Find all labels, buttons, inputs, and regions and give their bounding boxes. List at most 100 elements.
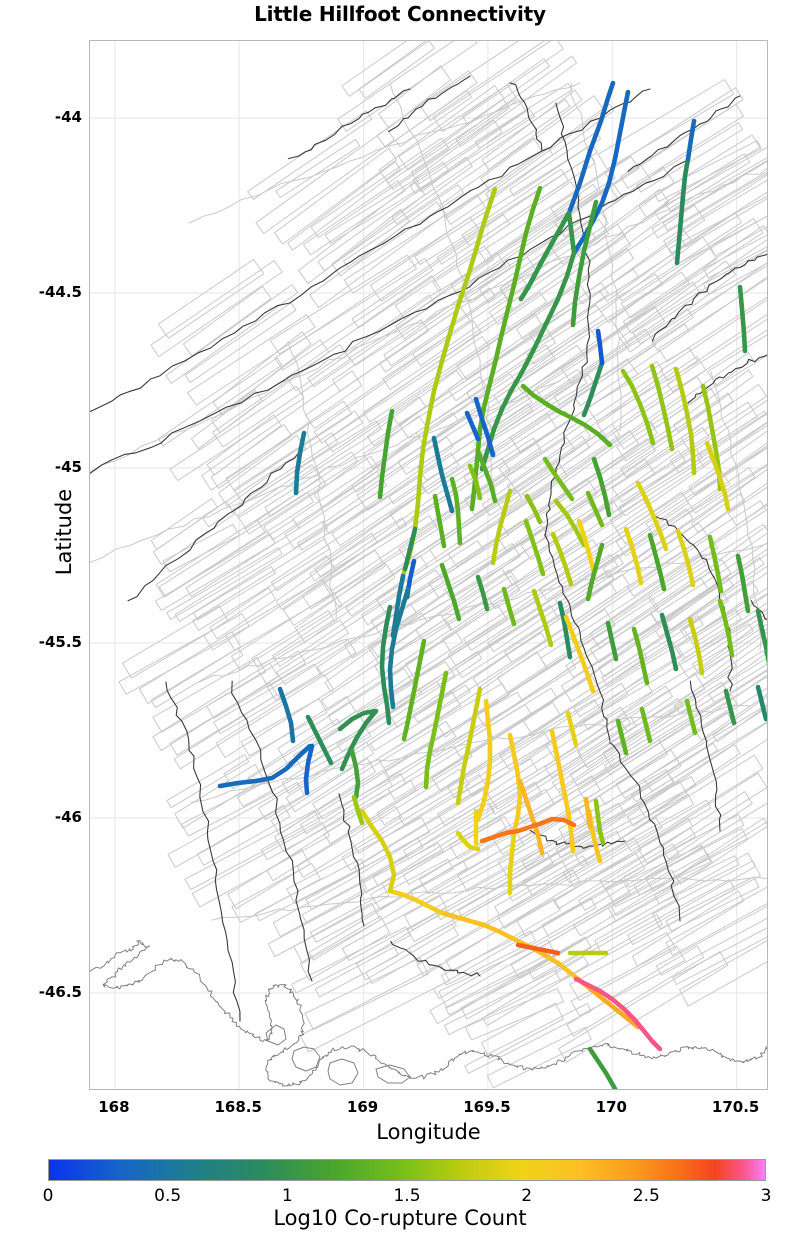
fault-polygon bbox=[614, 422, 767, 545]
fault-polygon bbox=[275, 532, 378, 611]
fault-polygon bbox=[321, 436, 454, 534]
fault-polygon bbox=[312, 720, 457, 820]
fault-polygon bbox=[237, 464, 322, 529]
fault-polygon bbox=[157, 259, 265, 339]
fault-polygon bbox=[118, 613, 250, 695]
fault-segment bbox=[591, 456, 612, 518]
fault-polygon bbox=[488, 716, 637, 815]
fault-segment bbox=[523, 518, 546, 577]
fault-polygon bbox=[565, 576, 709, 678]
fault-polygon bbox=[621, 754, 764, 852]
map-plot-area[interactable] bbox=[89, 40, 768, 1090]
fault-polygon bbox=[475, 595, 659, 727]
fault-polygon bbox=[487, 706, 631, 810]
fault-polygon bbox=[240, 698, 328, 757]
fault-segment bbox=[563, 614, 596, 694]
fault-polygon bbox=[196, 804, 291, 866]
fault-polygon bbox=[626, 500, 767, 597]
fault-polygon bbox=[527, 889, 679, 980]
fault-polygon bbox=[372, 802, 495, 886]
fault-polygon bbox=[463, 533, 635, 651]
fault-polygon bbox=[665, 886, 767, 956]
fault-polygon bbox=[415, 344, 556, 447]
fault-trace bbox=[544, 534, 611, 742]
fault-polygon bbox=[637, 722, 767, 819]
fault-segment bbox=[735, 553, 751, 614]
fault-polygon bbox=[660, 791, 753, 860]
fault-polygon bbox=[504, 573, 630, 663]
fault-polygon bbox=[575, 793, 695, 867]
fault-segment bbox=[570, 199, 599, 328]
y-tick-label: -46.5 bbox=[38, 983, 82, 1001]
fault-segment bbox=[303, 743, 315, 796]
fault-segment bbox=[620, 368, 656, 446]
fault-polygon bbox=[344, 543, 521, 659]
fault-polygon bbox=[632, 249, 767, 344]
fault-trace bbox=[90, 158, 691, 474]
fault-segment bbox=[704, 440, 731, 512]
fault-polygon bbox=[663, 174, 767, 254]
fault-polygon bbox=[309, 517, 408, 582]
fault-polygon bbox=[474, 82, 573, 149]
fault-segment bbox=[687, 616, 705, 676]
fault-polygon bbox=[206, 650, 306, 719]
fault-polygon bbox=[566, 945, 705, 1037]
fault-polygon bbox=[152, 662, 279, 752]
fault-polygon bbox=[296, 805, 403, 878]
fault-polygon bbox=[209, 587, 277, 640]
fault-polygon bbox=[589, 554, 713, 649]
fault-segment bbox=[755, 608, 767, 665]
fault-polygon bbox=[669, 395, 767, 474]
fault-segment bbox=[583, 796, 593, 830]
fault-polygon bbox=[521, 773, 675, 871]
fault-segment bbox=[475, 574, 490, 612]
fault-segment bbox=[464, 410, 481, 442]
fault-polygon bbox=[679, 940, 767, 1007]
fault-polygon bbox=[286, 817, 431, 905]
fault-polygon bbox=[466, 304, 604, 404]
fault-segment bbox=[277, 686, 296, 744]
fault-polygon bbox=[341, 41, 430, 97]
fault-segment bbox=[455, 686, 483, 806]
fault-polygon bbox=[293, 902, 381, 964]
fault-polygon bbox=[638, 134, 761, 219]
fault-trace bbox=[750, 600, 767, 621]
fault-segment bbox=[549, 728, 576, 854]
fault-segment bbox=[595, 328, 605, 366]
fault-segment bbox=[707, 534, 724, 594]
fault-segment bbox=[455, 830, 481, 852]
colorbar[interactable] bbox=[48, 1159, 766, 1181]
fault-polygon bbox=[323, 746, 473, 845]
coast-islet bbox=[265, 1024, 287, 1046]
fault-polygon bbox=[654, 146, 767, 220]
colorbar-title: Log10 Co-rupture Count bbox=[273, 1206, 527, 1230]
fault-segment bbox=[293, 430, 307, 496]
fault-polygon bbox=[577, 673, 706, 769]
fault-polygon bbox=[631, 890, 745, 967]
fault-segment bbox=[402, 526, 418, 572]
fault-segment bbox=[432, 493, 447, 549]
fault-polygon bbox=[631, 742, 719, 803]
fault-polygon bbox=[652, 860, 761, 930]
fault-polygon bbox=[206, 414, 282, 476]
fault-polygon bbox=[231, 862, 321, 923]
fault-segment bbox=[615, 718, 629, 756]
fault-polygon bbox=[612, 376, 708, 450]
fault-polygon bbox=[403, 819, 507, 885]
x-axis-label: Longitude bbox=[376, 1120, 481, 1144]
fault-polygon bbox=[169, 385, 305, 482]
fault-polygon bbox=[636, 122, 743, 193]
fault-polygon bbox=[190, 389, 263, 450]
y-axis-label: Latitude bbox=[52, 488, 76, 576]
fault-segment bbox=[531, 588, 554, 648]
fault-polygon bbox=[174, 520, 328, 622]
fault-polygon bbox=[269, 254, 417, 355]
fault-polygon bbox=[184, 810, 321, 890]
fault-polygon bbox=[370, 524, 549, 658]
fault-polygon bbox=[600, 236, 711, 323]
fault-trace bbox=[689, 680, 722, 832]
fault-segment bbox=[755, 684, 767, 722]
fault-segment bbox=[585, 542, 605, 602]
fault-polygon bbox=[620, 103, 744, 189]
fault-polygon bbox=[441, 538, 603, 654]
